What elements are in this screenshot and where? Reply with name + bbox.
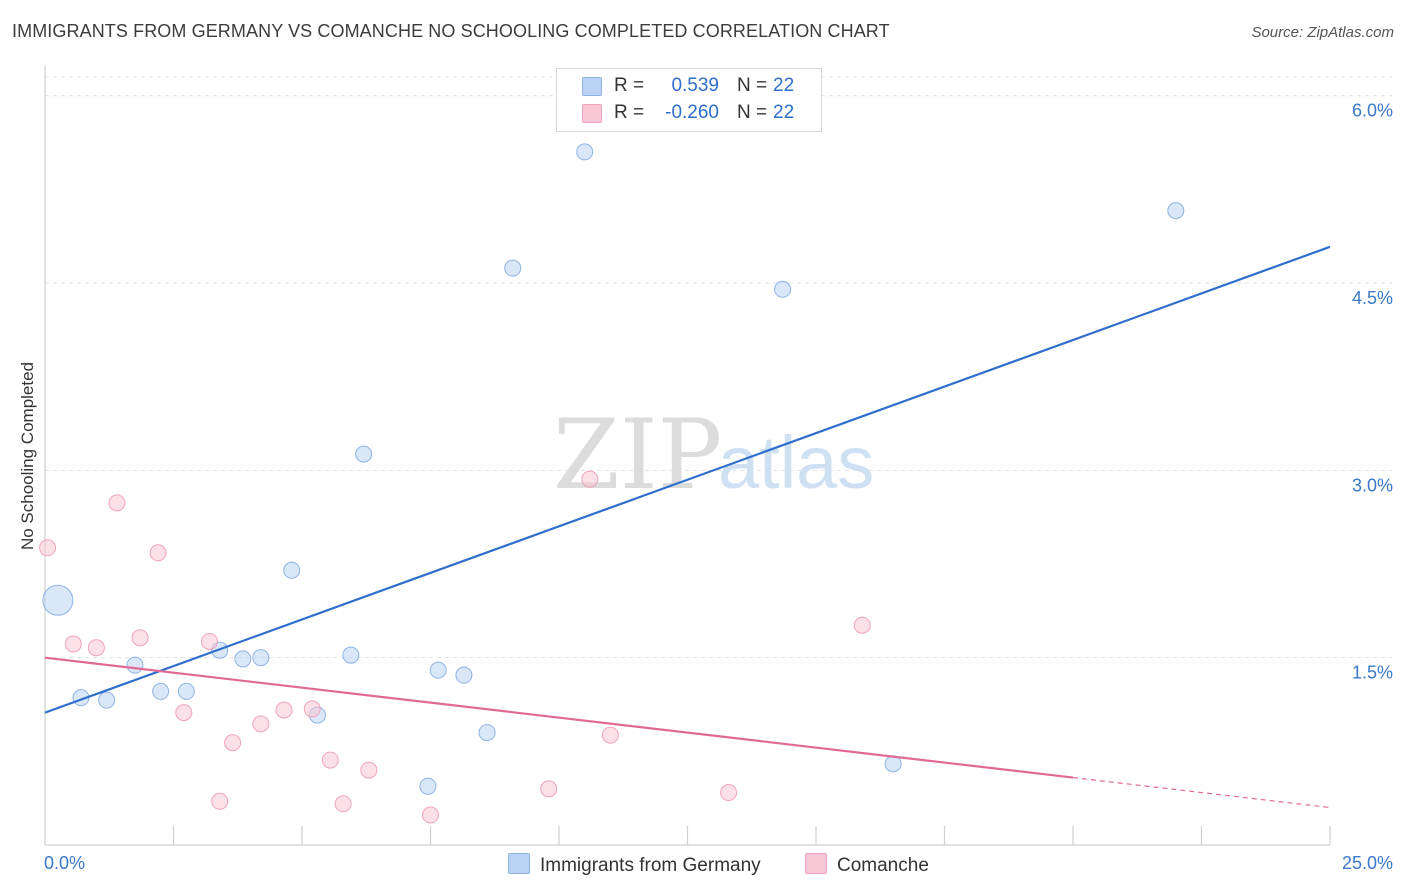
legend-swatch-pink [582,104,602,123]
legend-row-comanche: R = -0.260 N = 22 [557,100,821,126]
legend-n-value: 22 [773,75,795,96]
legend-n-label: N = [737,75,768,96]
x-tick-label-max: 25.0% [1342,853,1393,873]
source-label: Source: ZipAtlas.com [1251,24,1394,41]
comanche-point-2 [87,639,105,657]
comanche-point-11 [275,701,293,719]
watermark-zip: ZIP [553,399,722,511]
germany-point-2 [98,691,116,709]
watermark-atlas: atlas [718,421,874,504]
comanche-point-13 [321,751,339,769]
comanche-trend-line [44,656,1074,779]
germany-point-0 [42,584,74,616]
germany-point-9 [283,561,301,579]
comanche-trend-extension [1072,776,1331,809]
bottom-legend-label-germany: Immigrants from Germany [540,855,761,876]
germany-point-21 [1167,202,1185,220]
tick-labels: 1.5% 3.0% 4.5% 6.0% 0.0% 25.0% [44,101,1393,873]
comanche-point-4 [131,629,149,647]
correlation-legend: R = 0.539 N = 22 R = -0.260 N = 22 [556,68,822,132]
legend-r-value: 0.539 [671,75,719,96]
comanche-point-18 [581,470,599,488]
legend-swatch-blue [582,77,602,96]
trend-lines [44,245,1331,809]
axes [44,66,1331,846]
germany-point-15 [455,666,473,684]
germany-point-13 [419,777,437,795]
comanche-point-21 [853,616,871,634]
comanche-point-0 [39,539,57,557]
comanche-point-19 [601,726,619,744]
comanche-point-8 [211,792,229,810]
germany-point-8 [252,649,270,667]
germany-trend-line [44,245,1331,714]
y-tick-label: 6.0% [1352,101,1393,121]
comanche-point-5 [149,544,167,562]
bottom-legend-swatch-blue [508,853,530,874]
bottom-legend-label-comanche: Comanche [837,855,929,876]
comanche-point-20 [720,784,738,802]
germany-point-14 [429,661,447,679]
comanche-point-15 [360,761,378,779]
legend-n-label: N = [737,102,768,123]
germany-point-7 [234,650,252,668]
comanche-point-1 [64,635,82,653]
x-tick-label-min: 0.0% [44,853,85,873]
germany-point-3 [126,656,144,674]
germany-point-12 [355,445,373,463]
y-axis-title: No Schooling Completed [18,361,37,551]
legend-r-value: -0.260 [665,102,719,123]
data-points [39,143,1185,824]
comanche-point-10 [252,715,270,733]
germany-point-4 [152,682,170,700]
comanche-point-9 [224,734,242,752]
bottom-legend-comanche: Comanche [805,853,929,877]
watermark: ZIP atlas [553,399,874,511]
comanche-point-17 [540,780,558,798]
y-tick-label: 4.5% [1352,288,1393,308]
legend-row-germany: R = 0.539 N = 22 [557,73,821,99]
y-tick-label: 3.0% [1352,475,1393,495]
comanche-point-6 [175,704,193,722]
y-tick-label: 1.5% [1352,663,1393,683]
germany-point-5 [177,682,195,700]
gridlines [45,76,1392,659]
germany-point-19 [774,280,792,298]
bottom-legend-swatch-pink [805,853,827,874]
comanche-point-14 [334,795,352,813]
germany-point-17 [504,259,522,277]
comanche-point-3 [108,494,126,512]
germany-point-18 [576,143,594,161]
legend-r-label: R = [614,75,645,96]
legend-n-value: 22 [773,102,795,123]
germany-point-11 [342,646,360,664]
comanche-point-7 [200,632,218,650]
bottom-legend-germany: Immigrants from Germany [508,853,761,877]
comanche-point-12 [303,700,321,718]
comanche-point-16 [422,806,439,824]
germany-point-16 [478,724,496,742]
legend-r-label: R = [614,102,645,123]
chart-title: IMMIGRANTS FROM GERMANY VS COMANCHE NO S… [12,21,890,41]
